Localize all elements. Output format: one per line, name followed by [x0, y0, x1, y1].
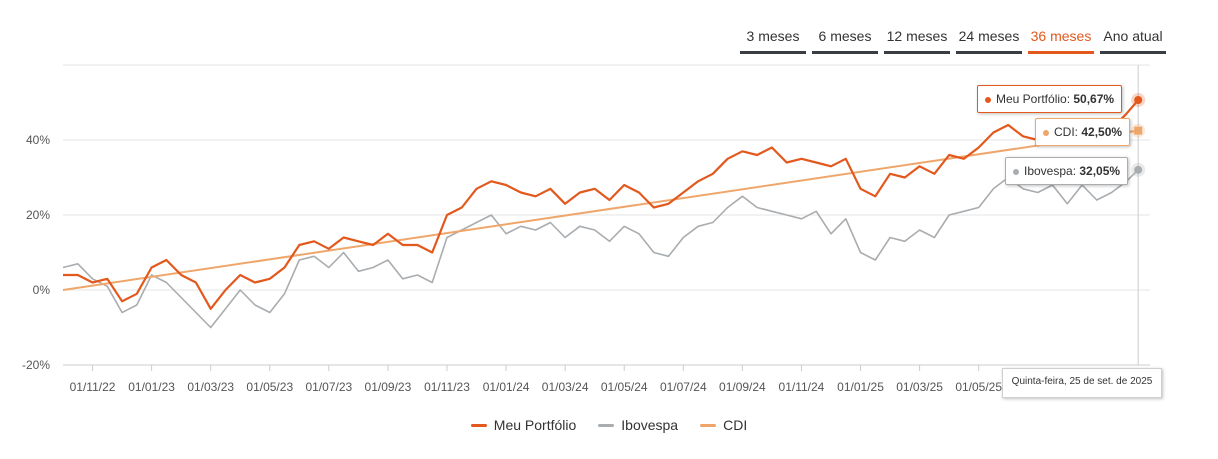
tooltip-series-name: Meu Portfólio	[996, 92, 1067, 106]
x-tick-label: 01/03/23	[187, 380, 234, 394]
legend-item-cdi[interactable]: CDI	[700, 417, 747, 433]
legend-label: CDI	[723, 417, 748, 433]
tooltip-series-name: Ibovespa	[1024, 164, 1073, 178]
series-line-cdi	[62, 129, 1139, 291]
series-marker	[1134, 95, 1143, 104]
y-tick-label: -20%	[22, 358, 50, 372]
legend-item-ibovespa[interactable]: Ibovespa	[598, 417, 678, 433]
x-tick-label: 01/07/23	[305, 380, 352, 394]
x-tick-label: 01/01/23	[128, 380, 175, 394]
tab-36-meses[interactable]: 36 meses	[1028, 22, 1094, 54]
x-tick-label: 01/11/23	[424, 380, 470, 394]
series-line-ibovespa	[62, 169, 1139, 329]
x-tick-label: 01/05/24	[601, 380, 648, 394]
period-tabs: 3 meses 6 meses 12 meses 24 meses 36 mes…	[740, 22, 1166, 54]
legend-item-meu-portfolio[interactable]: Meu Portfólio	[470, 417, 577, 433]
y-tick-label: 0%	[33, 283, 51, 297]
x-tick-label: 01/05/23	[246, 380, 293, 394]
x-tick-label: 01/01/25	[837, 380, 884, 394]
x-tick-label: 01/03/24	[542, 380, 589, 394]
tab-3-meses[interactable]: 3 meses	[740, 22, 806, 54]
series-line-meu-portf-lio	[63, 99, 1140, 310]
y-tick-label: 40%	[26, 133, 50, 147]
x-tick-label: 01/11/22	[70, 380, 116, 394]
series-marker	[1134, 126, 1143, 135]
y-tick-label: 20%	[26, 208, 50, 222]
x-tick-label: 01/07/24	[660, 380, 707, 394]
tab-12-meses[interactable]: 12 meses	[884, 22, 950, 54]
tooltip-series-value: 32,05%	[1079, 164, 1121, 178]
series-marker	[1134, 165, 1143, 174]
tooltip-series-name: CDI	[1054, 125, 1075, 139]
series-dot-icon	[1013, 168, 1019, 175]
tab-ano-atual[interactable]: Ano atual	[1100, 22, 1166, 54]
legend-swatch-icon	[598, 423, 615, 427]
legend-label: Ibovespa	[621, 417, 679, 433]
x-tick-label: 01/03/25	[896, 380, 943, 394]
chart-legend: Meu Portfólio Ibovespa CDI	[0, 417, 1218, 433]
series-dot-icon	[1043, 129, 1049, 136]
x-tick-label: 01/09/24	[719, 380, 766, 394]
tooltip-series-value: 50,67%	[1073, 92, 1115, 106]
series-dot-icon	[985, 96, 991, 103]
x-tick-label: 01/01/24	[483, 380, 530, 394]
tooltip-meu-portfolio: Meu Portfólio: 50,67%	[977, 85, 1123, 113]
legend-swatch-icon	[470, 423, 487, 427]
legend-label: Meu Portfólio	[493, 417, 577, 433]
tooltip-date: Quinta-feira, 25 de set. de 2025	[1002, 368, 1162, 398]
tooltip-cdi: CDI: 42,50%	[1035, 118, 1131, 146]
tooltip-ibovespa: Ibovespa: 32,05%	[1005, 157, 1129, 185]
legend-swatch-icon	[700, 423, 717, 427]
x-tick-label: 01/11/24	[779, 380, 825, 394]
tab-24-meses[interactable]: 24 meses	[956, 22, 1022, 54]
x-tick-label: 01/09/23	[365, 380, 412, 394]
tab-6-meses[interactable]: 6 meses	[812, 22, 878, 54]
tooltip-series-value: 42,50%	[1081, 125, 1123, 139]
x-tick-label: 01/05/25	[955, 380, 1002, 394]
